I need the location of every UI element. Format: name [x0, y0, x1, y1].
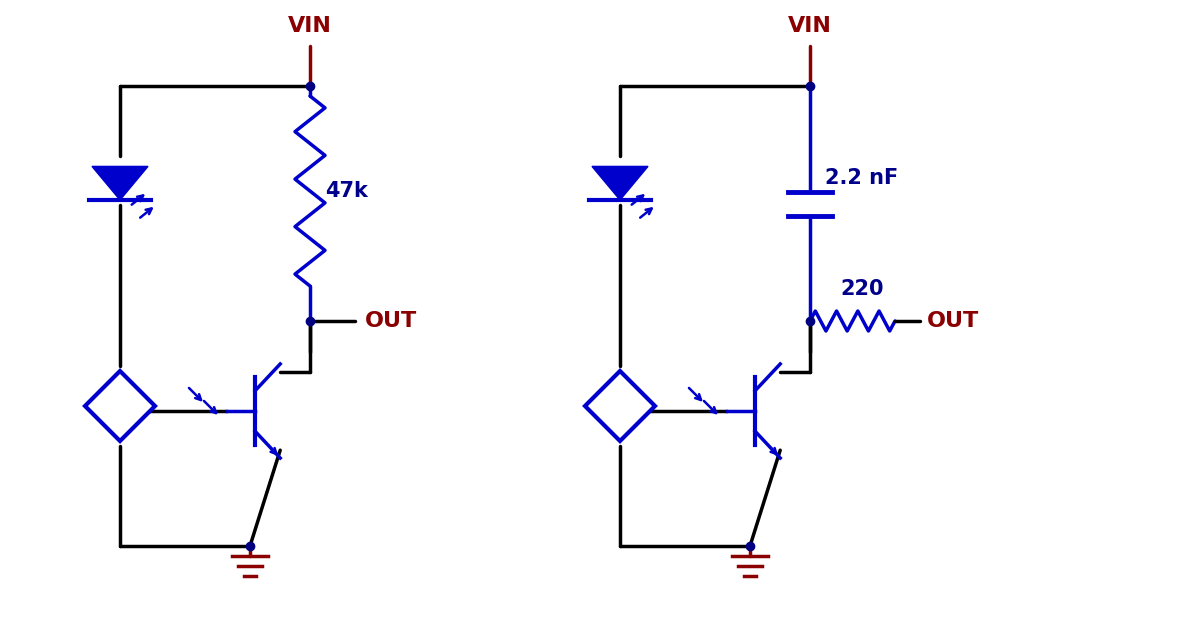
Text: 220: 220	[840, 279, 883, 299]
Polygon shape	[85, 371, 155, 441]
Text: OUT: OUT	[365, 311, 418, 331]
Text: OUT: OUT	[928, 311, 979, 331]
Polygon shape	[92, 166, 148, 200]
Text: 47k: 47k	[325, 181, 368, 201]
Polygon shape	[592, 166, 648, 200]
Polygon shape	[586, 371, 655, 441]
Text: 2.2 nF: 2.2 nF	[826, 168, 899, 189]
Text: VIN: VIN	[288, 16, 332, 36]
Text: VIN: VIN	[788, 16, 832, 36]
